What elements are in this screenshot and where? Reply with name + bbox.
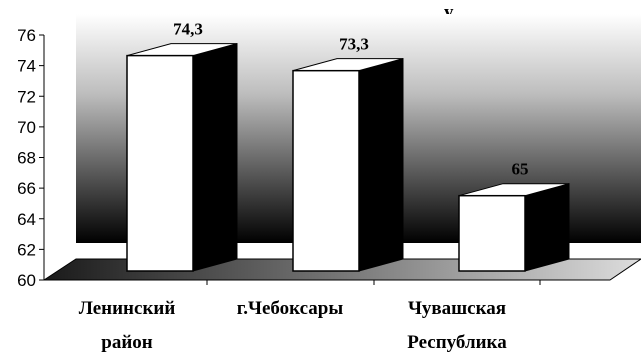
- bar-front: [126, 54, 194, 272]
- category-label: Ленинский: [79, 298, 176, 319]
- category-label: г.Чебоксары: [237, 298, 344, 319]
- bar-side: [524, 183, 570, 272]
- chart-title-fragment: у: [444, 2, 454, 23]
- data-label: 65: [512, 160, 529, 179]
- bar-side: [192, 42, 238, 272]
- y-tick-label: 66: [17, 179, 36, 198]
- y-tick-label: 72: [17, 87, 36, 106]
- y-tick-label: 68: [17, 149, 36, 168]
- data-label: 73,3: [339, 35, 369, 54]
- category-labels: Ленинский район г.Чебоксары Чувашская Респуб…: [79, 298, 508, 353]
- y-tick-label: 76: [17, 26, 36, 45]
- y-tick-label: 62: [17, 240, 36, 259]
- data-label: 74,3: [173, 20, 203, 39]
- bar-front: [292, 69, 360, 272]
- bar-front: [458, 194, 526, 272]
- bar-side: [358, 58, 404, 272]
- y-tick-label: 70: [17, 118, 36, 137]
- bars: [126, 42, 570, 272]
- bar-3: [458, 183, 570, 272]
- category-label: Республика: [407, 332, 507, 353]
- y-tick-label: 64: [17, 210, 36, 229]
- bar-2: [292, 58, 404, 272]
- category-label: Чувашская: [408, 298, 506, 319]
- y-tick-label: 60: [17, 271, 36, 290]
- category-label: район: [101, 332, 153, 353]
- bar-1: [126, 42, 238, 272]
- y-tick-label: 74: [17, 57, 36, 76]
- data-labels: 74,3 73,3 65: [173, 20, 528, 179]
- y-axis: 60 62 64 66 68 70 72 74 76: [17, 26, 610, 290]
